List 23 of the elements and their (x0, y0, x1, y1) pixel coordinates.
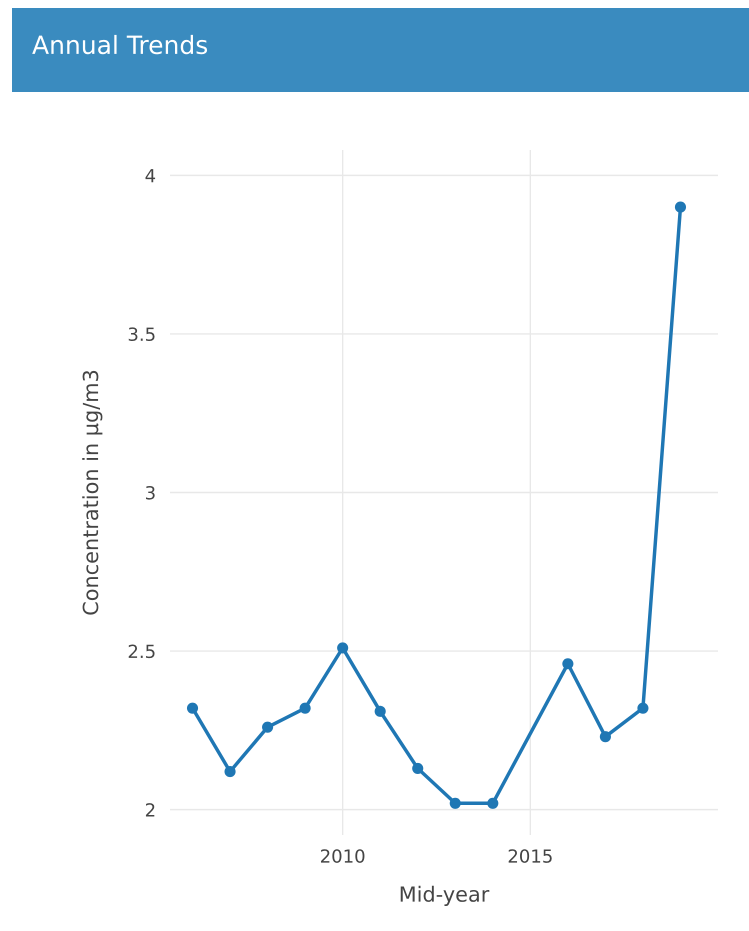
chart-title: Annual Trends (32, 34, 208, 54)
point (186, 702, 198, 714)
x-tick-label: 2015 (508, 849, 552, 863)
x-tick-label: 2010 (321, 849, 364, 863)
y-tick-label: 3.5 (128, 327, 155, 342)
y-tick-label: 2 (146, 803, 154, 816)
point (337, 642, 348, 654)
y-axis-title: Concentration in µg/m3 (82, 370, 102, 615)
point (224, 766, 236, 778)
y-tick-label: 2.5 (128, 644, 155, 658)
point (262, 722, 274, 733)
y-tick-label: 3 (146, 486, 155, 500)
point (562, 658, 574, 670)
point (600, 731, 611, 742)
point (637, 702, 648, 714)
x-axis-title: Mid-year (400, 886, 490, 906)
point (674, 202, 686, 213)
point (412, 762, 424, 774)
point (487, 798, 498, 809)
point (300, 702, 311, 714)
y-tick-label: 4 (146, 169, 156, 182)
point (374, 706, 386, 717)
point (450, 798, 461, 809)
